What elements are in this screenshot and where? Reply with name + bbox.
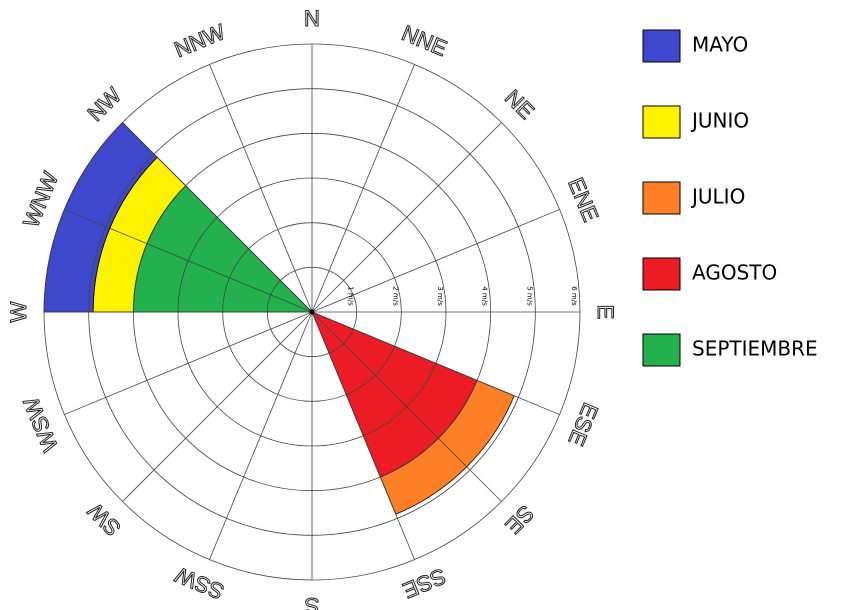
spoke: [64, 209, 313, 313]
center: [309, 309, 315, 315]
r-tick-label: 6 m/s: [570, 286, 578, 306]
direction-label: NE: [500, 85, 539, 124]
direction-label: NNE: [398, 20, 450, 61]
spoke: [122, 311, 313, 502]
direction-label: W: [6, 301, 31, 322]
legend-swatch: [642, 105, 681, 139]
direction-label: SW: [83, 498, 126, 541]
direction-label: S: [305, 593, 320, 610]
direction-label: WNW: [18, 168, 63, 231]
legend-label: SEPTIEMBRE: [692, 337, 818, 361]
direction-label: NW: [83, 82, 127, 126]
spoke: [64, 311, 313, 415]
direction-label: WSW: [18, 393, 63, 455]
spoke: [311, 311, 560, 415]
legend-label: AGOSTO: [692, 261, 777, 285]
spoke: [311, 311, 502, 502]
r-tick-label: 4 m/s: [481, 286, 489, 306]
r-tick-label: 3 m/s: [436, 286, 444, 306]
spoke: [209, 64, 313, 313]
spoke: [311, 311, 415, 560]
legend-swatch: [642, 181, 681, 215]
direction-label: SSE: [399, 563, 449, 603]
legend-label: JUNIO: [690, 109, 749, 133]
r-tick-label: 5 m/s: [525, 286, 533, 306]
spoke: [209, 311, 313, 560]
spoke: [311, 64, 415, 313]
legend-swatch: [642, 333, 681, 367]
direction-label: ENE: [563, 174, 603, 225]
direction-label: SSW: [171, 562, 227, 604]
legend-label: MAYO: [692, 33, 748, 57]
legend-label: JULIO: [690, 185, 745, 209]
legend-swatch: [642, 257, 681, 291]
direction-label: E: [593, 305, 618, 320]
direction-label: ESE: [563, 399, 603, 449]
spoke: [311, 209, 560, 313]
r-tick-label: 2 m/s: [391, 286, 399, 306]
legend-swatch: [642, 29, 681, 63]
r-tick-label: 1 m/s: [347, 286, 355, 306]
direction-label: N: [304, 6, 320, 31]
spoke: [311, 122, 502, 313]
spoke: [122, 122, 313, 313]
direction-label: NNW: [171, 19, 229, 62]
direction-label: SE: [500, 500, 538, 538]
